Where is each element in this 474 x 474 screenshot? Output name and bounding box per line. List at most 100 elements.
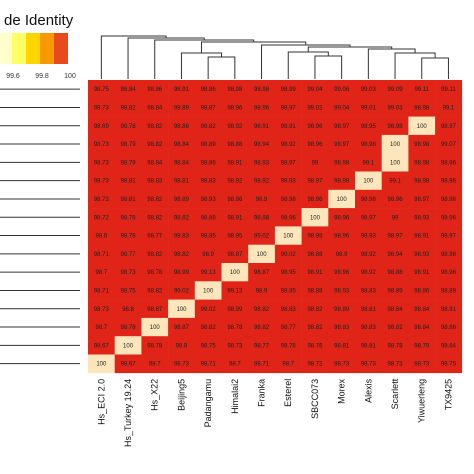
heatmap-cell-value: 98.82 [174, 252, 190, 258]
heatmap-cell-value: 98.92 [254, 179, 270, 185]
heatmap-cell-value: 98.78 [121, 124, 137, 130]
column-dendrogram [100, 35, 449, 79]
heatmap-cell-value: 98.8 [96, 234, 108, 240]
heatmap-cell-value: 98.96 [307, 197, 323, 203]
heatmap-cell [301, 80, 329, 99]
heatmap-cell-value: 98.83 [147, 179, 163, 185]
color-key-tick: 99.8 [35, 73, 49, 80]
heatmap-cell-value: 98.86 [174, 124, 190, 130]
heatmap-cell-value: 98.97 [441, 124, 457, 130]
dendrogram-link [261, 44, 351, 79]
heatmap-cell-value: 100 [230, 270, 241, 276]
heatmap-cell [114, 263, 142, 282]
heatmap-cell-value: 98.73 [174, 362, 190, 368]
heatmap-cell-value: 98.82 [147, 288, 163, 294]
heatmap-cell-value: 98.84 [388, 307, 404, 313]
column-label: Franka [257, 379, 267, 407]
heatmap-cell [194, 336, 222, 355]
heatmap-cell-value: 99.07 [441, 142, 457, 148]
heatmap-cell [141, 299, 169, 319]
heatmap-cell-value: 98.83 [281, 307, 297, 313]
heatmap-cell [141, 208, 169, 227]
heatmap-cell-value: 98.96 [441, 270, 457, 276]
heatmap-cell [248, 244, 276, 264]
heatmap-cell [88, 244, 115, 264]
heatmap-cell [355, 116, 382, 136]
heatmap-cell [141, 244, 169, 264]
heatmap-cell-value: 98.87 [254, 270, 270, 276]
heatmap-cell [355, 244, 382, 264]
heatmap-cell [221, 317, 249, 337]
heatmap-cell-value: 98.81 [121, 179, 137, 185]
heatmap-cell-value: 98.73 [94, 142, 110, 148]
heatmap-cell [248, 263, 276, 282]
heatmap-cell [274, 226, 302, 245]
heatmap-cell-value: 100 [123, 343, 134, 349]
heatmap-cell [194, 134, 222, 154]
heatmap-cell-value: 98.75 [121, 288, 137, 294]
heatmap-cell-value: 98.97 [281, 105, 297, 111]
heatmap-cell-value: 98.91 [227, 160, 243, 166]
heatmap-cell [194, 317, 222, 337]
heatmap-cell-value: 98.84 [441, 343, 457, 349]
heatmap-cell [301, 336, 329, 355]
heatmap-cell-value: 98.67 [121, 362, 137, 368]
heatmap-cell [248, 208, 276, 227]
heatmap-cell [114, 281, 142, 300]
heatmap-cell [274, 153, 302, 172]
heatmap-cell [114, 98, 142, 117]
heatmap-cell [435, 98, 463, 117]
heatmap-cell [88, 80, 115, 99]
column-label: Yiwuerleng [417, 379, 427, 423]
heatmap-cell [248, 171, 276, 191]
heatmap-cell-value: 98.91 [227, 215, 243, 221]
heatmap-cell [274, 263, 302, 282]
heatmap-cell-value: 100 [363, 179, 374, 185]
heatmap-cell [408, 171, 436, 191]
heatmap-cell [355, 134, 382, 154]
heatmap-cell-value: 98.88 [388, 270, 404, 276]
column-label: Hs_X22 [150, 379, 160, 411]
heatmap-cell [408, 281, 436, 300]
heatmap-cell-value: 98.93 [361, 234, 377, 240]
color-key-swatch [26, 33, 40, 64]
heatmap-cell-value: 98.75 [94, 87, 110, 93]
heatmap-cell [301, 281, 329, 300]
heatmap-cell [328, 116, 356, 136]
heatmap-cell [168, 281, 196, 300]
heatmap-cell-value: 98.82 [388, 325, 404, 331]
heatmap-cell-value: 98.98 [388, 124, 404, 130]
dendrogram-link [127, 37, 205, 79]
heatmap-cell-value: 98.79 [414, 343, 430, 349]
heatmap-cell-value: 98.96 [388, 197, 404, 203]
heatmap-cell-value: 98.88 [254, 215, 270, 221]
heatmap-cell-value: 98.67 [94, 343, 110, 349]
heatmap-cell-value: 98.98 [441, 252, 457, 258]
heatmap-cell [355, 226, 382, 245]
heatmap-cell [141, 354, 169, 374]
heatmap-cell [141, 171, 169, 191]
heatmap-cell [274, 189, 302, 209]
heatmap-cell-value: 98.78 [121, 325, 137, 331]
heatmap-cell [88, 354, 115, 374]
heatmap-cell [248, 153, 276, 172]
heatmap-cell-value: 98.93 [414, 252, 430, 258]
heatmap-cell [408, 317, 436, 337]
heatmap-cell [168, 208, 196, 227]
dendrogram-link [207, 56, 236, 79]
heatmap-cell [301, 244, 329, 264]
heatmap-cell [141, 98, 169, 117]
heatmap-cell-value: 98.98 [281, 197, 297, 203]
heatmap-cell-value: 100 [96, 362, 107, 368]
heatmap-cell-value: 98.8 [176, 343, 188, 349]
heatmap-cell-value: 98.91 [307, 270, 323, 276]
heatmap-cell-value: 98.91 [281, 124, 297, 130]
heatmap-cell [194, 354, 222, 374]
heatmap-cell-value: 98.84 [147, 160, 163, 166]
heatmap-cell-value: 98.87 [201, 105, 217, 111]
heatmap-cell-value: 98.75 [201, 343, 217, 349]
heatmap-cell [141, 80, 169, 99]
heatmap-cell [328, 263, 356, 282]
